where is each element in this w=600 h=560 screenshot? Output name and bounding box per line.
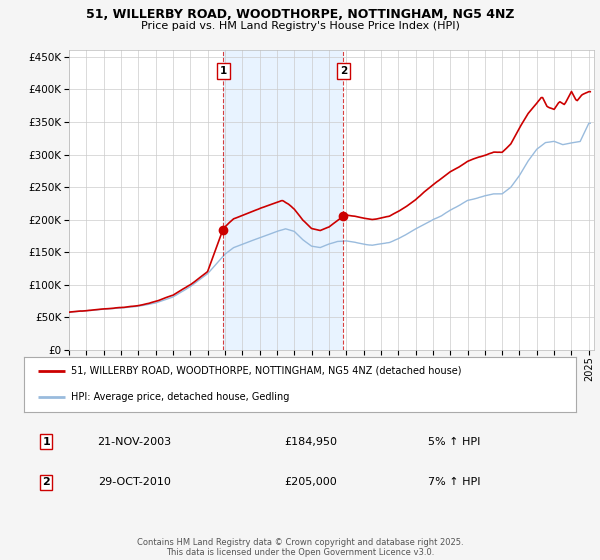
Text: 2: 2 <box>340 67 347 76</box>
Text: 1: 1 <box>42 437 50 447</box>
Bar <box>223 50 343 350</box>
Text: 5% ↑ HPI: 5% ↑ HPI <box>428 437 481 447</box>
Text: 1: 1 <box>220 67 227 76</box>
Text: 2: 2 <box>42 478 50 488</box>
Text: 51, WILLERBY ROAD, WOODTHORPE, NOTTINGHAM, NG5 4NZ (detached house): 51, WILLERBY ROAD, WOODTHORPE, NOTTINGHA… <box>71 366 461 376</box>
Text: £205,000: £205,000 <box>284 478 337 488</box>
Text: £184,950: £184,950 <box>284 437 338 447</box>
Text: Price paid vs. HM Land Registry's House Price Index (HPI): Price paid vs. HM Land Registry's House … <box>140 21 460 31</box>
Text: HPI: Average price, detached house, Gedling: HPI: Average price, detached house, Gedl… <box>71 393 289 402</box>
Text: 21-NOV-2003: 21-NOV-2003 <box>97 437 172 447</box>
Text: 51, WILLERBY ROAD, WOODTHORPE, NOTTINGHAM, NG5 4NZ: 51, WILLERBY ROAD, WOODTHORPE, NOTTINGHA… <box>86 8 514 21</box>
Text: Contains HM Land Registry data © Crown copyright and database right 2025.
This d: Contains HM Land Registry data © Crown c… <box>137 538 463 557</box>
Text: 7% ↑ HPI: 7% ↑ HPI <box>428 478 481 488</box>
Text: 29-OCT-2010: 29-OCT-2010 <box>98 478 171 488</box>
